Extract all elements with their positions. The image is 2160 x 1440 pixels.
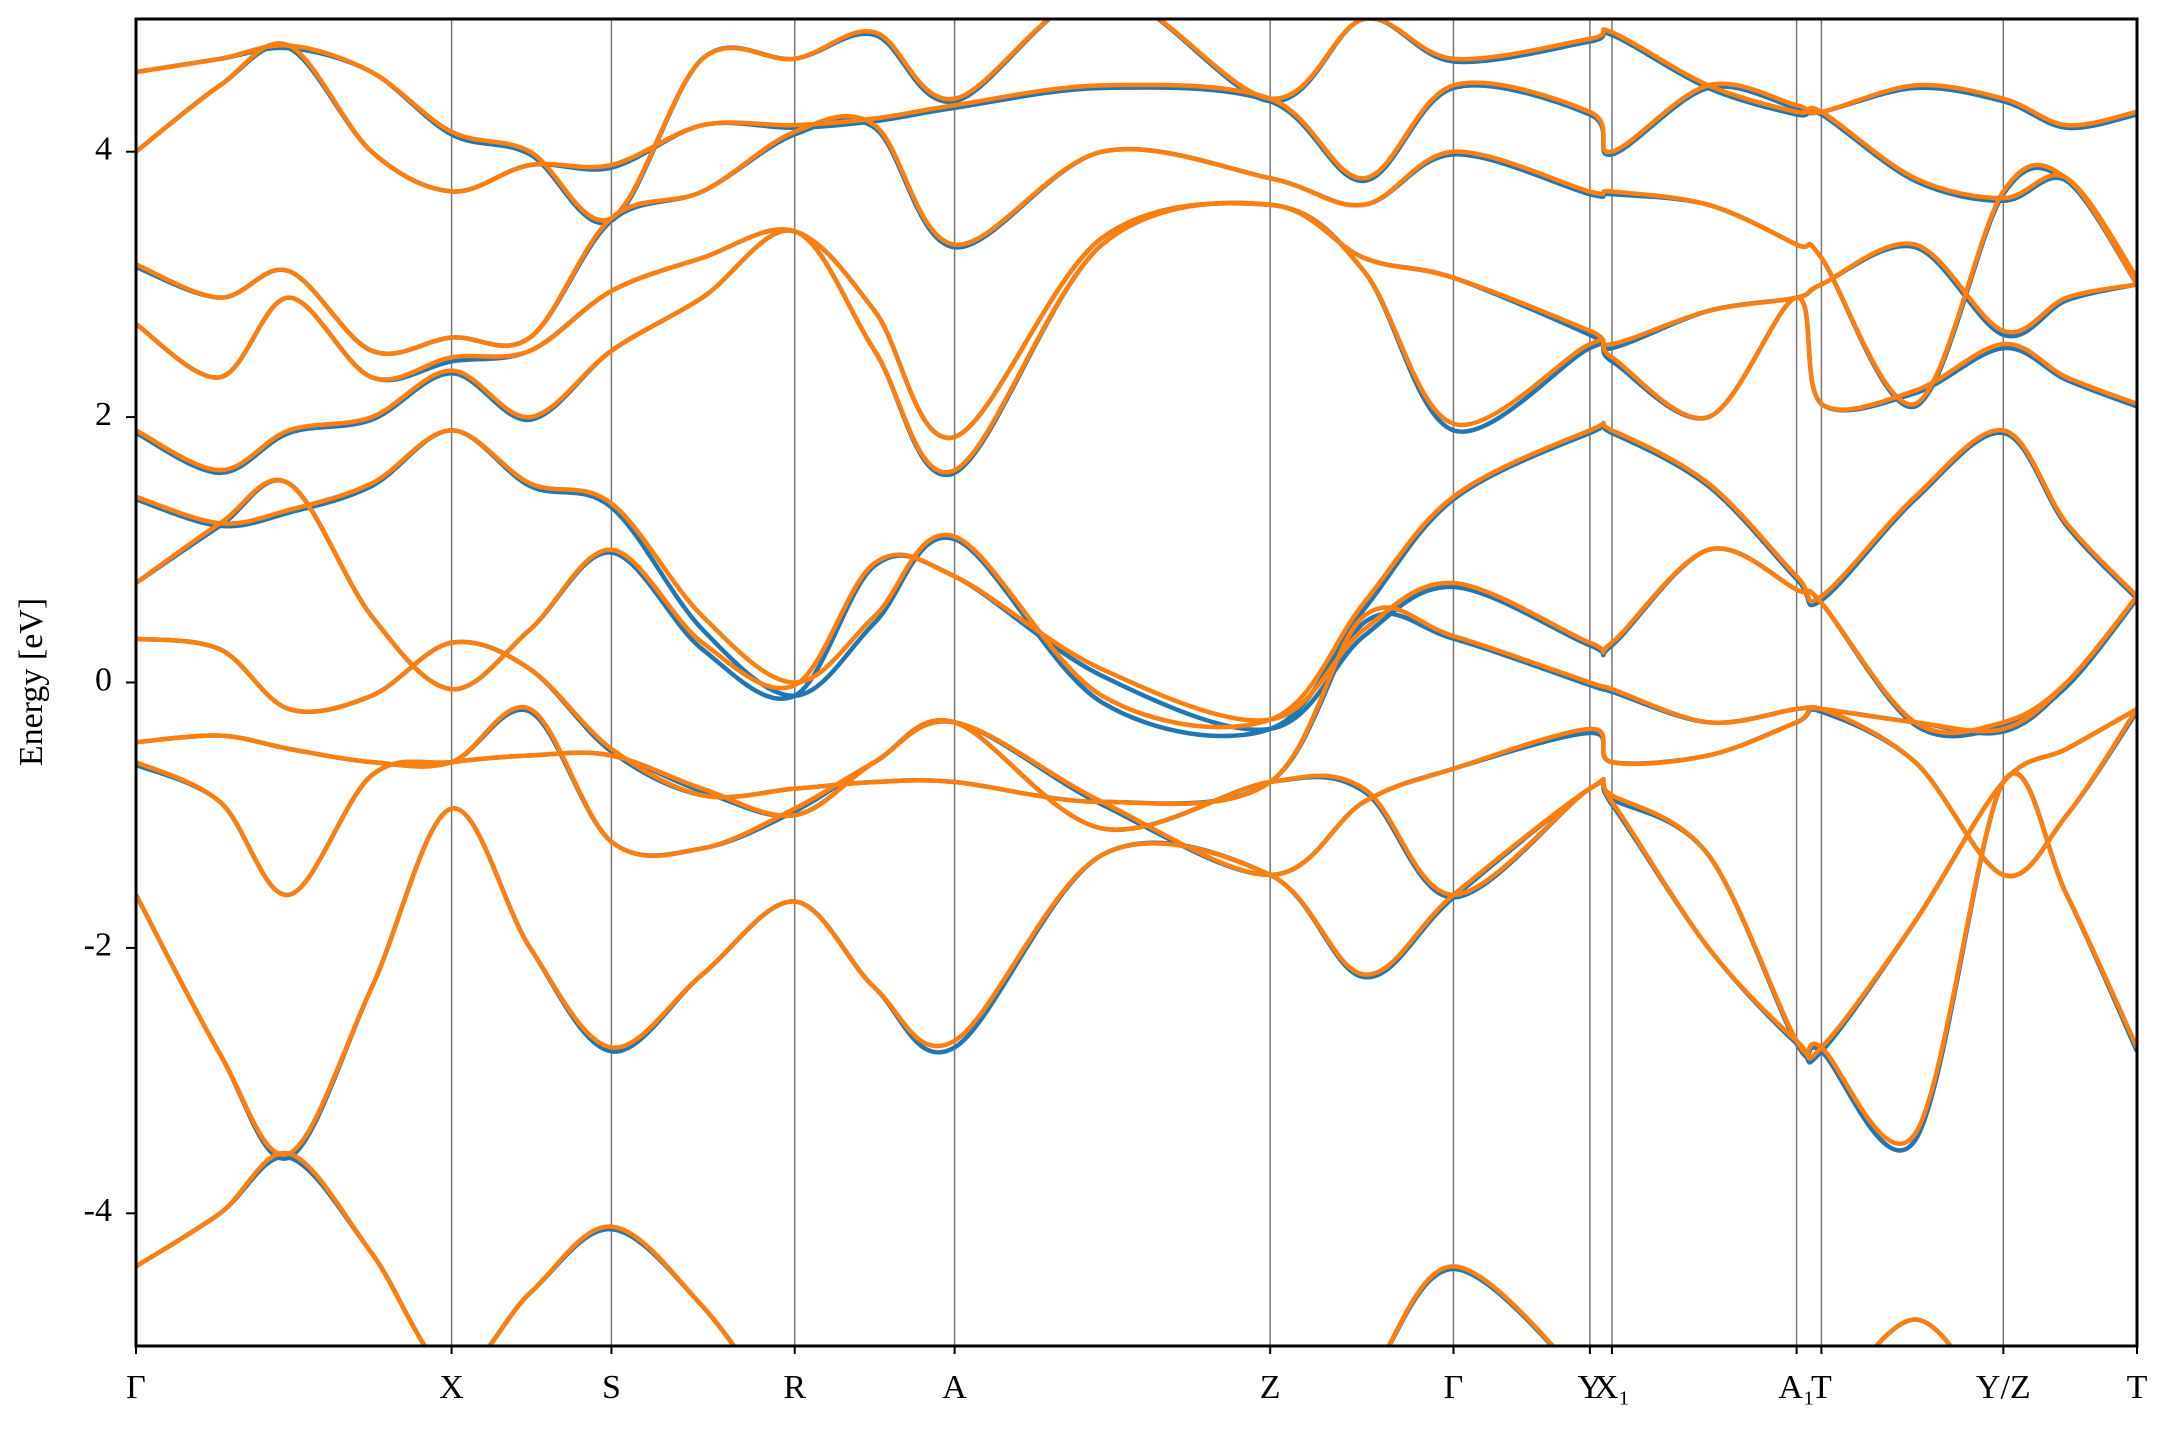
band-line (136, 597, 2137, 806)
band-line (136, 477, 2137, 736)
y-tick-label: 4 (95, 130, 112, 167)
band-line (136, 200, 2137, 441)
band-line (136, 704, 2137, 1061)
x-tick-label: A (942, 1369, 967, 1406)
x-tick-label: T (2127, 1369, 2148, 1406)
x-tick-label: Y (1578, 1369, 1603, 1406)
band-line (136, 41, 2137, 194)
band-line (136, 19, 2137, 280)
band-line (136, 770, 2137, 1161)
band-line (136, 594, 2137, 807)
band-line (136, 1154, 1954, 1346)
band-line (136, 113, 2137, 407)
x-tick-label: A₁ (1778, 1369, 1814, 1406)
band-line (136, 771, 2137, 1157)
x-tick-label: R (783, 1369, 806, 1406)
band-line (136, 704, 2137, 898)
x-tick-label: Z (1260, 1369, 1281, 1406)
x-tick-label: Γ (126, 1369, 146, 1406)
x-tick-label: S (602, 1369, 621, 1406)
band-line (136, 200, 2137, 475)
band-line (136, 420, 2137, 730)
x-tick-label: X (439, 1369, 464, 1406)
x-tick-label: T (1811, 1369, 1832, 1406)
band-line (136, 200, 2137, 441)
y-tick-label: 2 (95, 396, 112, 433)
band-line (136, 478, 2137, 739)
y-tick-label: -4 (84, 1192, 112, 1229)
band-line (136, 19, 2137, 282)
band-line (136, 1150, 1954, 1346)
y-tick-label: -2 (84, 927, 112, 964)
band-line (136, 43, 2137, 194)
y-axis-label: Energy [eV] (13, 598, 50, 766)
y-tick-label: 0 (95, 661, 112, 698)
x-tick-label: Y/Z (1976, 1369, 2031, 1406)
x-tick-label: X₁ (1594, 1369, 1630, 1406)
x-tick-label: Γ (1444, 1369, 1464, 1406)
